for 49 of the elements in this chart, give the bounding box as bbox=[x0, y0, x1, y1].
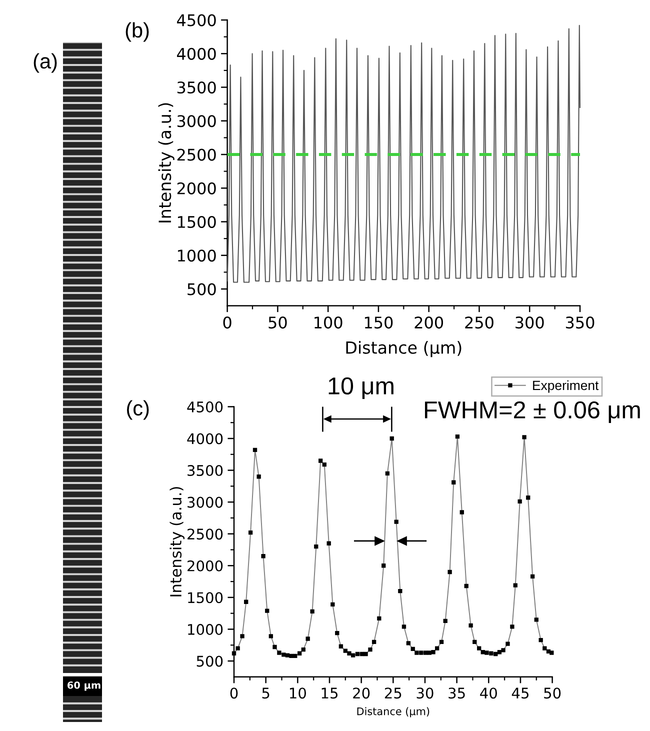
y-tick-label: 2000 bbox=[188, 560, 223, 572]
y-tick-label: 1000 bbox=[178, 250, 216, 262]
y-tick-label: 2500 bbox=[188, 528, 223, 540]
chart-title: (b) bbox=[126, 22, 149, 42]
y-tick-label: 1500 bbox=[188, 592, 223, 604]
annotation: FWHM=2 ± 0.06 μm bbox=[424, 401, 640, 423]
text: 10 μm bbox=[328, 377, 394, 399]
x-tick-label: 15 bbox=[322, 688, 338, 699]
x-tick-label: 150 bbox=[364, 316, 393, 329]
y-tick-label: 2000 bbox=[177, 182, 216, 194]
y-tick-label: 3500 bbox=[188, 464, 223, 476]
y-tick-label: 4000 bbox=[187, 433, 223, 444]
x-tick-label: 300 bbox=[516, 316, 544, 329]
legend-label: Experiment bbox=[533, 380, 599, 393]
y-tick-label: 3000 bbox=[177, 115, 216, 128]
x-tick-label: 20 bbox=[353, 688, 370, 699]
y-tick-label: 4500 bbox=[187, 401, 223, 412]
y-tick-label: 1000 bbox=[188, 624, 223, 635]
x-tick-label: 30 bbox=[416, 688, 434, 699]
line-series bbox=[226, 24, 581, 283]
x-tick-label: 0 bbox=[230, 688, 238, 699]
x-tick-label: 50 bbox=[268, 316, 287, 329]
y-axis-title: Intensity (a.u.) bbox=[170, 487, 185, 596]
y-tick-label: 3500 bbox=[177, 81, 216, 94]
x-tick-label: 35 bbox=[448, 688, 465, 699]
y-tick-label: 500 bbox=[188, 283, 216, 296]
x-tick-label: 45 bbox=[512, 688, 528, 699]
x-axis-title: Distance (μm) bbox=[357, 707, 430, 718]
x-tick-label: 25 bbox=[384, 688, 402, 699]
x-tick-label: 50 bbox=[544, 688, 561, 699]
text: 60 μm bbox=[68, 681, 100, 691]
x-tick-label: 40 bbox=[480, 688, 497, 699]
y-axis-title: Intensity (a.u.) bbox=[158, 103, 174, 222]
x-axis-title: Distance (μm) bbox=[346, 340, 462, 358]
y-tick-label: 1500 bbox=[178, 216, 216, 228]
y-tick-label: 4500 bbox=[177, 14, 216, 26]
x-tick-label: 5 bbox=[262, 688, 270, 699]
x-tick-label: 250 bbox=[465, 316, 494, 329]
y-tick-label: 500 bbox=[196, 656, 223, 667]
x-tick-label: 100 bbox=[314, 316, 342, 329]
x-tick-label: 0 bbox=[223, 316, 232, 329]
x-tick-label: 350 bbox=[566, 316, 594, 329]
y-tick-label: 2500 bbox=[177, 148, 216, 161]
x-tick-label: 200 bbox=[414, 316, 444, 329]
y-tick-label: 3000 bbox=[188, 496, 223, 508]
x-tick-label: 10 bbox=[290, 688, 306, 699]
text: (a) bbox=[34, 53, 57, 73]
chart-title: (c) bbox=[127, 400, 149, 420]
y-tick-label: 4000 bbox=[177, 48, 216, 60]
